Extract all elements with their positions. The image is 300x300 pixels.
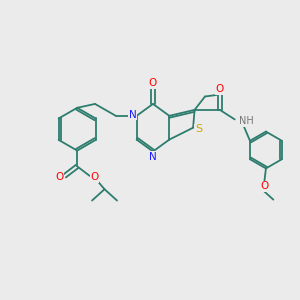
- Text: O: O: [56, 172, 64, 182]
- Text: NH: NH: [239, 116, 254, 127]
- Text: O: O: [216, 84, 224, 94]
- Text: S: S: [195, 124, 202, 134]
- Text: N: N: [149, 152, 157, 162]
- Text: N: N: [129, 110, 136, 120]
- Text: O: O: [149, 78, 157, 88]
- Text: O: O: [260, 181, 268, 191]
- Text: O: O: [91, 172, 99, 182]
